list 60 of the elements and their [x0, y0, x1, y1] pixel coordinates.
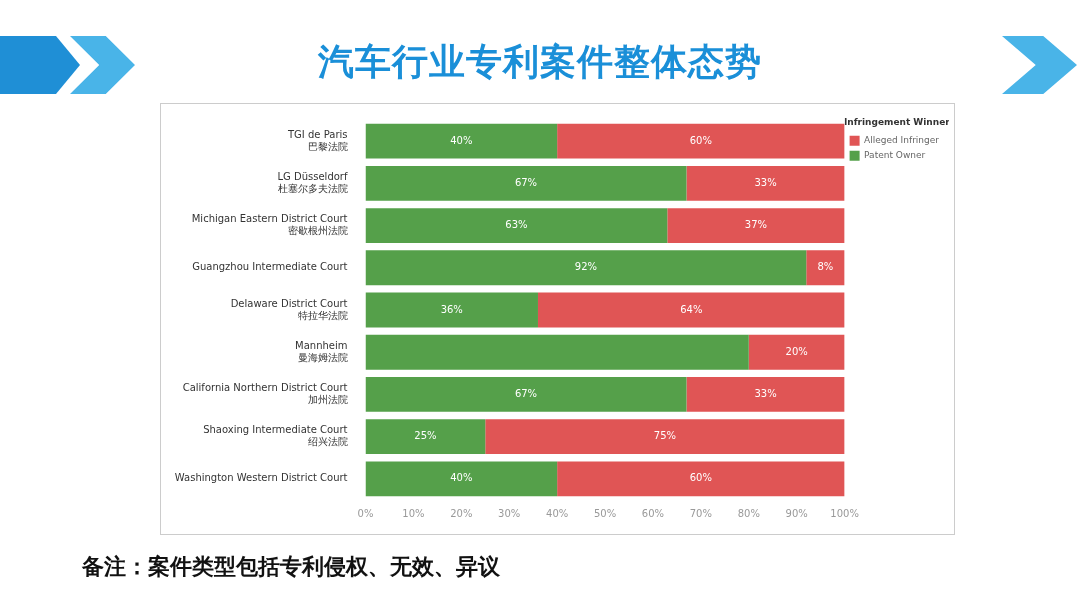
y-tick-label: Delaware District Court 特拉华法院	[230, 297, 348, 321]
bar	[557, 123, 845, 159]
data-label: 67%	[514, 176, 538, 188]
chart-title: 汽车行业专利案件整体态势	[317, 40, 763, 84]
bar	[365, 123, 558, 159]
bar	[667, 208, 845, 243]
bar	[365, 419, 486, 455]
legend-title: Infringement Winner	[843, 116, 951, 127]
bar	[485, 419, 845, 455]
bar	[365, 334, 749, 370]
data-label: 67%	[514, 388, 538, 400]
data-label: 63%	[505, 219, 528, 231]
bar	[806, 250, 845, 286]
data-label: 75%	[653, 430, 677, 442]
data-label: 92%	[574, 261, 597, 273]
data-label: 8%	[817, 261, 834, 273]
data-label: 60%	[689, 134, 712, 146]
text: 备注：案件类型包括专利侵权、无效、异议	[82, 553, 500, 581]
data-label: 40%	[450, 134, 473, 146]
data-label: 40%	[450, 472, 473, 484]
bar	[365, 461, 558, 497]
bar	[557, 461, 845, 497]
bar	[365, 208, 668, 243]
x-tick-label: 70%	[689, 507, 712, 519]
y-tick-label: Michigan Eastern District Court 密歇根州法院	[191, 213, 348, 237]
x-tick-label: 0%	[357, 507, 374, 519]
bar	[686, 377, 845, 412]
bar	[748, 334, 845, 370]
x-tick-label: 100%	[830, 507, 859, 519]
x-tick-label: 60%	[641, 507, 665, 519]
data-label: 37%	[744, 219, 768, 231]
data-label: 20%	[785, 345, 808, 357]
x-tick-label: 90%	[785, 507, 808, 519]
y-tick-label: TGI de Paris 巴黎法院	[287, 128, 348, 152]
bar	[365, 377, 687, 412]
data-label: 33%	[754, 388, 777, 400]
data-label: 33%	[754, 176, 777, 188]
bar	[365, 292, 538, 328]
y-tick-label: Guangzhou Intermediate Court	[192, 261, 348, 273]
x-tick-label: 30%	[498, 507, 521, 519]
y-tick-label: Mannheim 曼海姆法院	[295, 339, 348, 363]
x-tick-label: 50%	[593, 507, 617, 519]
bar	[365, 250, 807, 286]
bar	[686, 165, 845, 201]
bar	[537, 292, 845, 328]
data-label: 64%	[680, 303, 703, 315]
data-label: 60%	[689, 472, 712, 484]
x-tick-label: 20%	[450, 507, 473, 519]
x-tick-label: 40%	[546, 507, 569, 519]
x-tick-label: 10%	[402, 507, 425, 519]
x-tick-label: 80%	[737, 507, 760, 519]
data-label: 36%	[440, 303, 463, 315]
legend-label: Alleged Infringer	[864, 135, 940, 146]
y-tick-label: Washington Western District Court	[174, 472, 348, 484]
bar	[365, 165, 687, 201]
y-tick-label: LG Düsseldorf 杜塞尔多夫法院	[277, 170, 348, 194]
data-label: 25%	[414, 430, 437, 442]
y-tick-label: California Northern District Court 加州法院	[182, 382, 348, 406]
y-tick-label: Shaoxing Intermediate Court 绍兴法院	[203, 424, 348, 448]
legend-label: Patent Owner	[864, 150, 926, 161]
